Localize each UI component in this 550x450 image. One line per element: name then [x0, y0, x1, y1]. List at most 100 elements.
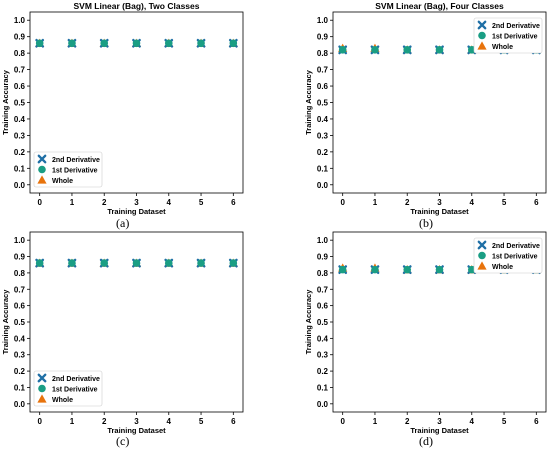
y-tick-label: 0.3	[14, 131, 26, 140]
chart-title: SVM Linear (Bag), Four Classes	[375, 1, 504, 11]
y-axis-label: Training Accuracy	[1, 289, 10, 355]
y-tick-label: 0.2	[14, 148, 26, 157]
data-point	[435, 46, 444, 54]
x-tick-label: 4	[470, 417, 475, 426]
legend-label: 1st Derivative	[52, 387, 98, 394]
y-tick-label: 0.2	[317, 367, 329, 376]
y-tick-label: 0.8	[317, 269, 329, 278]
legend-box	[33, 370, 103, 407]
data-point	[338, 265, 347, 274]
y-tick-label: 0.1	[14, 164, 26, 173]
legend-label: 2nd Derivative	[52, 376, 100, 383]
x-tick-label: 4	[470, 198, 475, 207]
x-tick-label: 6	[534, 417, 539, 426]
y-tick-label: 0.7	[317, 66, 329, 75]
y-tick-label: 0.9	[14, 253, 26, 262]
data-point	[467, 46, 476, 54]
x-tick-label: 0	[340, 417, 345, 426]
x-tick-label: 4	[167, 198, 172, 207]
data-point	[68, 259, 76, 267]
x-axis-label: Training Dataset	[410, 207, 469, 216]
data-point	[132, 39, 141, 48]
legend-label: Whole	[52, 178, 73, 185]
y-tick-label: 0.5	[317, 99, 329, 108]
y-tick-label: 0.0	[317, 181, 329, 190]
y-axis-label: Training Accuracy	[304, 289, 313, 355]
legend-marker	[477, 41, 487, 50]
data-point	[35, 259, 44, 267]
legend-box	[473, 237, 543, 274]
y-tick-label: 0.7	[317, 285, 329, 294]
y-tick-label: 0.3	[317, 131, 329, 140]
legend-marker	[37, 175, 47, 184]
data-point	[403, 46, 412, 54]
panel-label-c: (c)	[116, 434, 130, 448]
legend-marker	[477, 261, 487, 270]
y-tick-label: 0.0	[317, 400, 329, 409]
x-tick-label: 1	[70, 417, 75, 426]
x-axis-label: Training Dataset	[107, 207, 166, 216]
y-tick-label: 0.4	[14, 334, 26, 343]
legend-box	[33, 151, 103, 188]
legend-marker	[37, 394, 47, 403]
y-axis-label: Training Accuracy	[1, 69, 10, 135]
legend-marker	[38, 384, 46, 393]
y-tick-label: 1.0	[14, 16, 26, 25]
chart-panel-c: 0.0 0.1 0.2 0.3 0.4 0.5 0.6 0.7 0.8 0.9 1.0 0 1 2 3 4 5 6…	[1, 231, 244, 435]
data-point	[338, 46, 347, 54]
y-tick-label: 0.7	[14, 285, 26, 294]
data-point	[164, 259, 173, 267]
legend-label: 1st Derivative	[52, 168, 98, 175]
legend-label: Whole	[52, 397, 73, 404]
x-tick-label: 2	[405, 198, 410, 207]
y-tick-label: 0.9	[14, 33, 26, 42]
x-tick-label: 0	[37, 198, 42, 207]
legend-label: 2nd Derivative	[492, 23, 540, 30]
data-point	[164, 39, 173, 48]
y-tick-label: 0.7	[14, 66, 26, 75]
x-tick-label: 6	[534, 198, 539, 207]
panel-label-b: (b)	[419, 216, 433, 230]
x-tick-label: 4	[167, 417, 172, 426]
y-tick-label: 0.3	[317, 351, 329, 360]
x-tick-label: 0	[340, 198, 345, 207]
data-point	[371, 265, 379, 274]
chart-panel-d: 0.0 0.1 0.2 0.3 0.4 0.5 0.6 0.7 0.8 0.9 1.0 0 1 2 3 4 5 6…	[304, 231, 547, 435]
chart-title: SVM Linear (Bag), Two Classes	[74, 1, 200, 11]
y-tick-label: 0.1	[317, 164, 329, 173]
y-tick-label: 0.1	[317, 383, 329, 392]
x-tick-label: 3	[437, 198, 442, 207]
legend-marker	[38, 165, 46, 174]
x-tick-label: 1	[373, 198, 378, 207]
y-axis-label: Training Accuracy	[304, 69, 313, 135]
panel-label-a: (a)	[116, 216, 130, 230]
x-tick-label: 6	[231, 417, 236, 426]
y-tick-label: 0.9	[317, 253, 329, 262]
chart-panel-b: SVM Linear (Bag), Four Classes 0.0 0.1 0.2 0…	[304, 1, 547, 216]
data-point	[197, 259, 205, 267]
y-tick-label: 0.0	[14, 181, 26, 190]
y-tick-label: 0.6	[317, 302, 329, 311]
y-tick-label: 0.9	[317, 33, 329, 42]
x-tick-label: 3	[134, 417, 139, 426]
x-axis-label: Training Dataset	[410, 426, 469, 435]
panel-label-d: (d)	[419, 434, 433, 448]
y-tick-label: 0.8	[317, 49, 329, 58]
legend-label: 2nd Derivative	[492, 243, 540, 250]
x-axis-label: Training Dataset	[107, 426, 166, 435]
data-point	[100, 39, 109, 48]
x-tick-label: 5	[199, 417, 204, 426]
y-tick-label: 0.2	[14, 367, 26, 376]
data-point	[467, 265, 476, 274]
x-tick-label: 5	[199, 198, 204, 207]
y-tick-label: 0.5	[14, 318, 26, 327]
legend-marker	[37, 373, 47, 383]
legend-label: 1st Derivative	[492, 34, 538, 41]
y-tick-label: 0.0	[14, 400, 26, 409]
y-tick-label: 0.4	[317, 115, 329, 124]
y-tick-label: 0.6	[14, 302, 26, 311]
legend-marker	[37, 154, 47, 164]
legend-marker	[477, 240, 487, 250]
legend-label: 1st Derivative	[492, 254, 538, 261]
